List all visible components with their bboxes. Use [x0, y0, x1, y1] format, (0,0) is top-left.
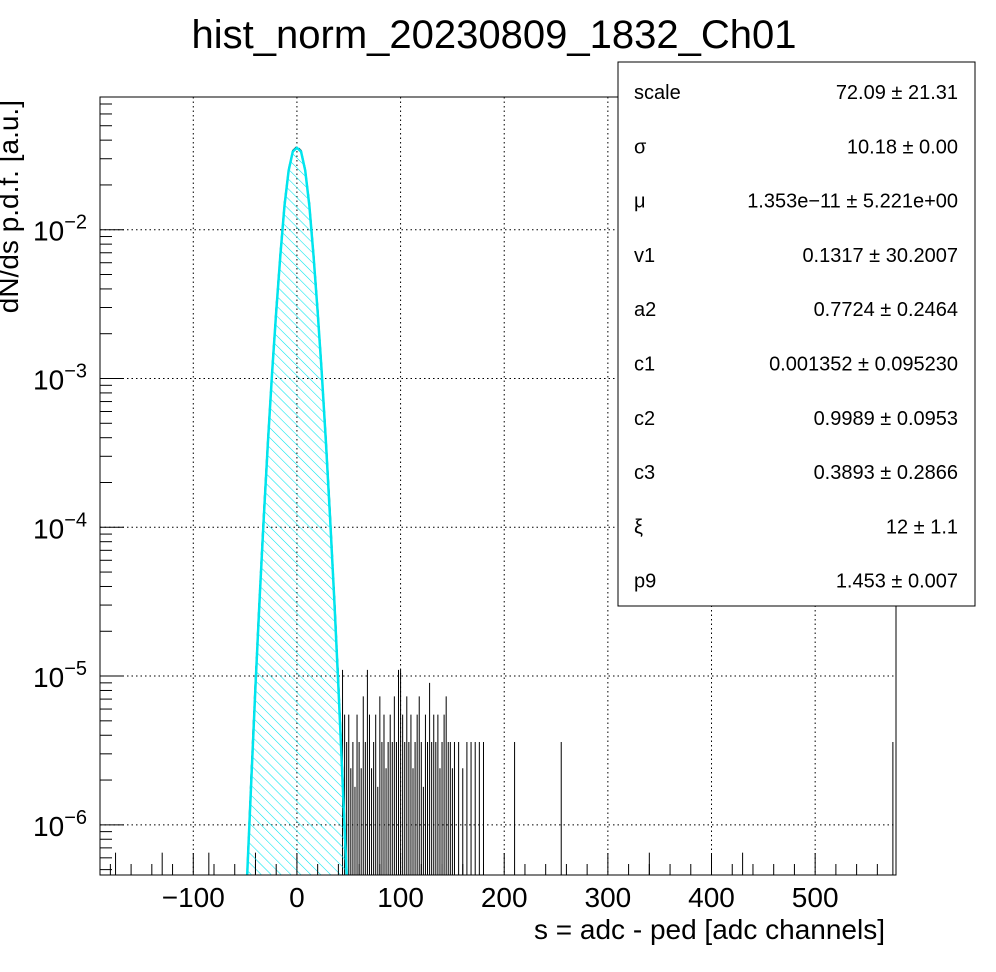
stats-key: μ	[634, 191, 646, 213]
stats-key: c3	[634, 462, 655, 484]
stats-value: 0.3893 ± 0.2866	[814, 462, 958, 484]
x-tick-labels: −100 0 100 200 300 400 500	[162, 882, 839, 913]
stats-value: 0.1317 ± 30.2007	[802, 245, 958, 267]
stats-value: 0.9989 ± 0.0953	[814, 408, 958, 430]
stats-box-frame	[617, 61, 976, 607]
plot-area	[115, 145, 894, 875]
stats-key: v1	[634, 245, 655, 267]
y-axis-label: dN/ds p.d.f. [a.u.]	[0, 100, 24, 313]
y-tick-label: 10−5	[33, 658, 87, 693]
stats-value: 0.001352 ± 0.095230	[769, 354, 958, 376]
y-tick-label: 10−3	[33, 360, 87, 395]
x-axis-label: s = adc - ped [adc channels]	[534, 914, 885, 945]
stats-key: a2	[634, 299, 656, 321]
stats-value: 72.09 ± 21.31	[836, 82, 958, 104]
stats-key: ξ	[634, 516, 643, 538]
stats-value: 1.353e−11 ± 5.221e+00	[747, 191, 958, 213]
stats-value: 1.453 ± 0.007	[836, 571, 958, 593]
x-tick-label: 400	[688, 882, 735, 913]
stats-value: 12 ± 1.1	[886, 516, 958, 538]
axis-ticks	[100, 103, 878, 875]
x-tick-label: 500	[792, 882, 839, 913]
chart-title: hist_norm_20230809_1832_Ch01	[192, 13, 797, 57]
stats-value: 0.7724 ± 0.2464	[814, 299, 958, 321]
stats-key: c2	[634, 408, 655, 430]
x-tick-label: 200	[481, 882, 528, 913]
y-tick-label: 10−6	[33, 807, 87, 842]
stats-key: scale	[634, 82, 681, 104]
stats-key: σ	[634, 136, 647, 158]
y-tick-label: 10−4	[33, 509, 87, 544]
fit-hatch-fill	[247, 147, 347, 875]
x-tick-label: −100	[162, 882, 225, 913]
x-tick-label: 300	[585, 882, 632, 913]
y-tick-label: 10−2	[33, 212, 87, 247]
stats-value: 10.18 ± 0.00	[847, 136, 958, 158]
x-tick-label: 100	[377, 882, 424, 913]
y-tick-labels: 10−6 10−5 10−4 10−3 10−2	[33, 212, 87, 842]
stats-box: scale 72.09 ± 21.31 σ 10.18 ± 0.00 μ 1.353e−1…	[617, 61, 976, 607]
stats-key: p9	[634, 571, 656, 593]
fit-curve	[245, 146, 348, 875]
x-tick-label: 0	[289, 882, 305, 913]
stats-key: c1	[634, 354, 655, 376]
